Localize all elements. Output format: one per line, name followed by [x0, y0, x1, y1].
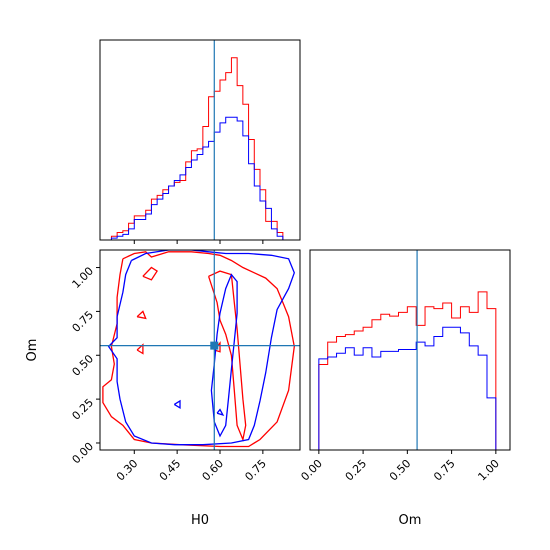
- joint-xtick-label-2: 0.60: [200, 457, 227, 484]
- om-xtick-label-0: 0.00: [298, 457, 325, 484]
- joint-ytick-label-1: 0.25: [70, 396, 97, 423]
- joint-ytick-label-3: 0.75: [70, 308, 97, 335]
- joint-ytick-label-4: 1.00: [70, 264, 97, 291]
- h0-hist-blue-series: [110, 116, 284, 240]
- joint-contour-area: [100, 250, 300, 450]
- joint-blue-contour-1: [210, 273, 238, 438]
- h0-hist-red-series: [110, 57, 284, 240]
- joint-red-contour-4: [136, 343, 144, 355]
- joint-red-contour-1: [207, 270, 247, 442]
- joint-blue-contour-2: [173, 399, 181, 410]
- joint-xlabel: H0: [191, 513, 209, 528]
- joint-red-contour-2: [142, 266, 159, 281]
- joint-red-contour-3: [136, 310, 147, 320]
- joint-xtick-label-3: 0.75: [242, 457, 269, 484]
- om-hist-red-series: [318, 291, 497, 450]
- joint-blue-contour-3: [216, 408, 225, 416]
- om-xtick-label-3: 0.75: [431, 457, 458, 484]
- joint-red-contour-0: [102, 251, 295, 448]
- om-xtick-label-2: 0.50: [387, 457, 414, 484]
- om-xtick-label-1: 0.25: [343, 457, 370, 484]
- om-xlabel: Om: [399, 513, 422, 528]
- joint-truth-marker: [210, 341, 219, 350]
- joint-xtick-label-1: 0.45: [157, 457, 184, 484]
- joint-xtick-label-0: 0.30: [114, 457, 141, 484]
- joint-ytick-label-0: 0.00: [70, 440, 97, 467]
- om-hist-blue-series: [318, 326, 497, 450]
- h0-histogram-area: [110, 40, 284, 240]
- joint-ylabel: Om: [25, 339, 40, 362]
- om-histogram-area: [318, 250, 497, 450]
- joint-ytick-label-2: 0.50: [70, 352, 97, 379]
- om-hist-frame: [309, 249, 511, 451]
- joint-frame: [99, 249, 301, 451]
- h0-hist-frame: [99, 39, 301, 241]
- om-xtick-label-4: 1.00: [475, 457, 502, 484]
- joint-blue-contour-0: [107, 250, 295, 446]
